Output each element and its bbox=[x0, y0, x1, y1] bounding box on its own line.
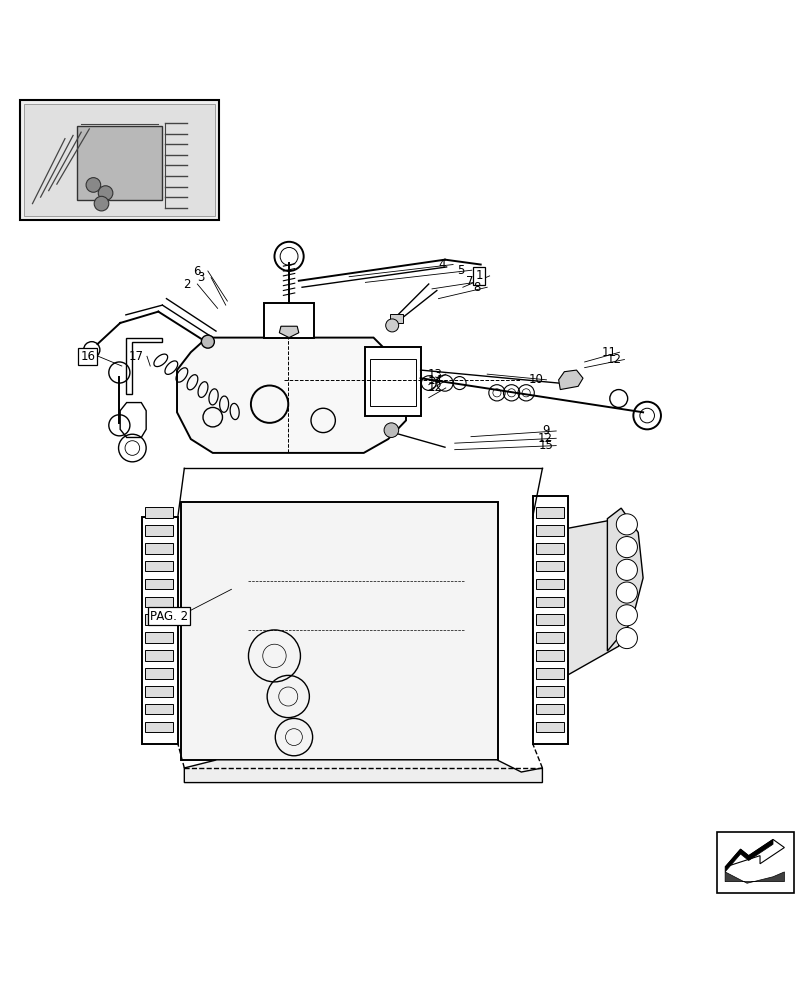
Polygon shape bbox=[177, 338, 406, 453]
Text: 16: 16 bbox=[80, 350, 95, 363]
Text: 17: 17 bbox=[129, 350, 144, 363]
Text: 1: 1 bbox=[474, 269, 483, 282]
Polygon shape bbox=[607, 508, 642, 651]
Polygon shape bbox=[120, 403, 146, 437]
Polygon shape bbox=[558, 370, 582, 390]
Bar bbox=[535, 579, 563, 589]
Bar bbox=[145, 650, 173, 661]
Bar bbox=[532, 496, 568, 744]
Text: 10: 10 bbox=[528, 373, 543, 386]
Circle shape bbox=[385, 319, 398, 332]
Text: 13: 13 bbox=[427, 368, 442, 381]
Polygon shape bbox=[724, 839, 783, 867]
Bar bbox=[145, 543, 173, 554]
Bar bbox=[535, 704, 563, 714]
Bar bbox=[145, 632, 173, 643]
Circle shape bbox=[616, 514, 637, 535]
Bar bbox=[389, 314, 402, 323]
Bar bbox=[145, 525, 173, 536]
Bar bbox=[716, 832, 793, 893]
Bar bbox=[535, 525, 563, 536]
Text: 14: 14 bbox=[427, 374, 442, 387]
Text: 2: 2 bbox=[182, 278, 191, 291]
Bar bbox=[145, 722, 173, 732]
Circle shape bbox=[616, 605, 637, 626]
Polygon shape bbox=[724, 839, 772, 872]
Text: 5: 5 bbox=[457, 264, 465, 277]
Bar bbox=[535, 507, 563, 518]
Bar bbox=[24, 104, 215, 216]
Bar bbox=[145, 597, 173, 607]
Bar bbox=[535, 561, 563, 571]
Bar bbox=[535, 722, 563, 732]
Text: 12: 12 bbox=[538, 432, 552, 445]
Bar bbox=[370, 359, 415, 406]
Bar bbox=[535, 686, 563, 697]
Text: 15: 15 bbox=[538, 439, 552, 452]
Bar bbox=[145, 668, 173, 679]
Circle shape bbox=[86, 178, 101, 192]
Bar bbox=[145, 561, 173, 571]
Bar bbox=[145, 507, 173, 518]
Text: 3: 3 bbox=[196, 271, 204, 284]
Bar bbox=[145, 579, 173, 589]
Text: PAG. 2: PAG. 2 bbox=[150, 610, 187, 623]
Bar bbox=[365, 347, 420, 416]
Bar bbox=[535, 668, 563, 679]
Polygon shape bbox=[532, 519, 618, 695]
Bar bbox=[20, 100, 219, 220]
Bar bbox=[145, 614, 173, 625]
Text: 6: 6 bbox=[193, 265, 201, 278]
Text: 12: 12 bbox=[606, 353, 620, 366]
Circle shape bbox=[616, 582, 637, 603]
Circle shape bbox=[201, 335, 214, 348]
Bar bbox=[145, 686, 173, 697]
Text: 8: 8 bbox=[472, 281, 480, 294]
Bar bbox=[77, 126, 162, 200]
Bar bbox=[535, 597, 563, 607]
Circle shape bbox=[98, 186, 113, 200]
Text: 7: 7 bbox=[465, 275, 473, 288]
Polygon shape bbox=[126, 338, 162, 394]
Polygon shape bbox=[279, 326, 298, 338]
Bar bbox=[535, 543, 563, 554]
Bar bbox=[264, 303, 314, 338]
Bar bbox=[535, 632, 563, 643]
Bar bbox=[535, 614, 563, 625]
Bar bbox=[181, 502, 497, 760]
Circle shape bbox=[616, 627, 637, 649]
Circle shape bbox=[616, 559, 637, 580]
Polygon shape bbox=[724, 872, 783, 883]
Bar bbox=[535, 650, 563, 661]
Circle shape bbox=[616, 537, 637, 558]
Text: 9: 9 bbox=[541, 424, 549, 437]
Polygon shape bbox=[184, 760, 542, 783]
Circle shape bbox=[384, 423, 398, 437]
Text: 4: 4 bbox=[438, 258, 446, 271]
Text: 11: 11 bbox=[601, 346, 616, 359]
Bar bbox=[145, 704, 173, 714]
Bar bbox=[142, 517, 178, 744]
Text: 12: 12 bbox=[427, 381, 442, 394]
Circle shape bbox=[94, 196, 109, 211]
